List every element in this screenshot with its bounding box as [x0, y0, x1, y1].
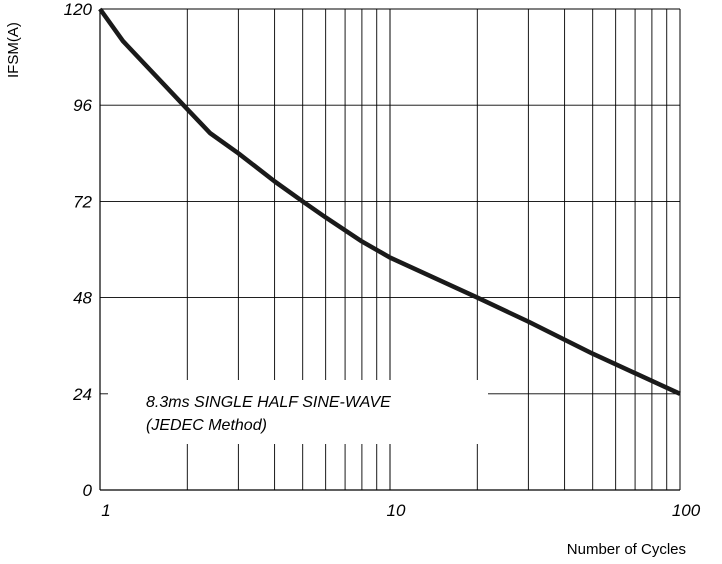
series-group [98, 7, 681, 396]
y-tick-label: 0 [83, 481, 93, 500]
y-tick-label: 24 [72, 385, 92, 404]
annotation-background [108, 380, 488, 444]
x-tick-label: 10 [387, 501, 406, 520]
y-tick-label: 120 [64, 0, 93, 19]
y-axis-label: IFSM(A) [5, 22, 22, 78]
series-line-0 [98, 7, 681, 396]
annotation-line-1: 8.3ms SINGLE HALF SINE-WAVE [146, 394, 391, 411]
x-tick-label: 1 [101, 501, 110, 520]
x-tick-label: 100 [672, 501, 701, 520]
y-tick-label: 72 [73, 192, 92, 211]
y-tick-label: 48 [73, 289, 92, 308]
x-axis-label: Number of Cycles [567, 541, 686, 558]
annotation-line-2: (JEDEC Method) [146, 417, 267, 434]
y-tick-label: 96 [73, 96, 92, 115]
